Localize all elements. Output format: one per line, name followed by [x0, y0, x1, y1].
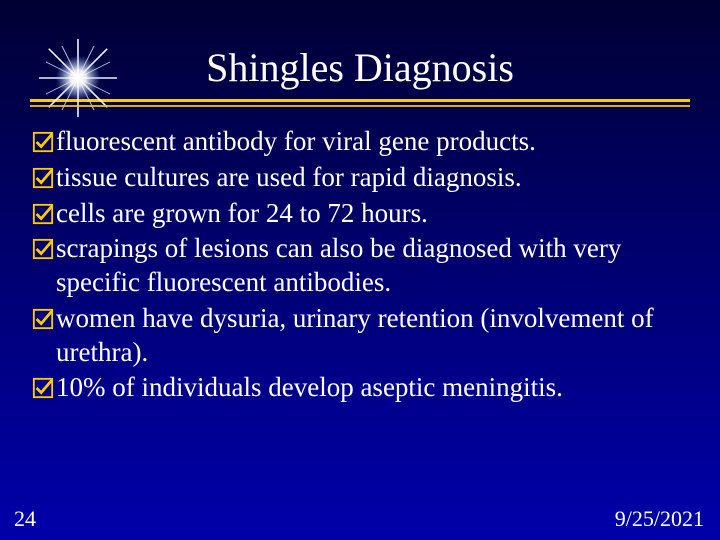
checkbox-icon: [32, 238, 54, 260]
slide-date: 9/25/2021: [615, 506, 704, 532]
bullet-list: fluorescent antibody for viral gene prod…: [0, 107, 720, 405]
list-item: cells are grown for 24 to 72 hours.: [32, 197, 688, 231]
bullet-text: fluorescent antibody for viral gene prod…: [56, 125, 688, 159]
list-item: fluorescent antibody for viral gene prod…: [32, 125, 688, 159]
checkbox-icon: [32, 131, 54, 153]
list-item: tissue cultures are used for rapid diagn…: [32, 161, 688, 195]
bullet-text: cells are grown for 24 to 72 hours.: [56, 197, 688, 231]
checkbox-icon: [32, 377, 54, 399]
title-underline: [0, 99, 720, 107]
list-item: 10% of individuals develop aseptic menin…: [32, 371, 688, 405]
bullet-text: tissue cultures are used for rapid diagn…: [56, 161, 688, 195]
bullet-text: scrapings of lesions can also be diagnos…: [56, 232, 688, 300]
slide-title: Shingles Diagnosis: [0, 0, 720, 99]
bullet-text: women have dysuria, urinary retention (i…: [56, 302, 688, 370]
bullet-text: 10% of individuals develop aseptic menin…: [56, 371, 688, 405]
checkbox-icon: [32, 167, 54, 189]
slide-number: 24: [14, 506, 36, 532]
list-item: scrapings of lesions can also be diagnos…: [32, 232, 688, 300]
list-item: women have dysuria, urinary retention (i…: [32, 302, 688, 370]
checkbox-icon: [32, 203, 54, 225]
checkbox-icon: [32, 308, 54, 330]
